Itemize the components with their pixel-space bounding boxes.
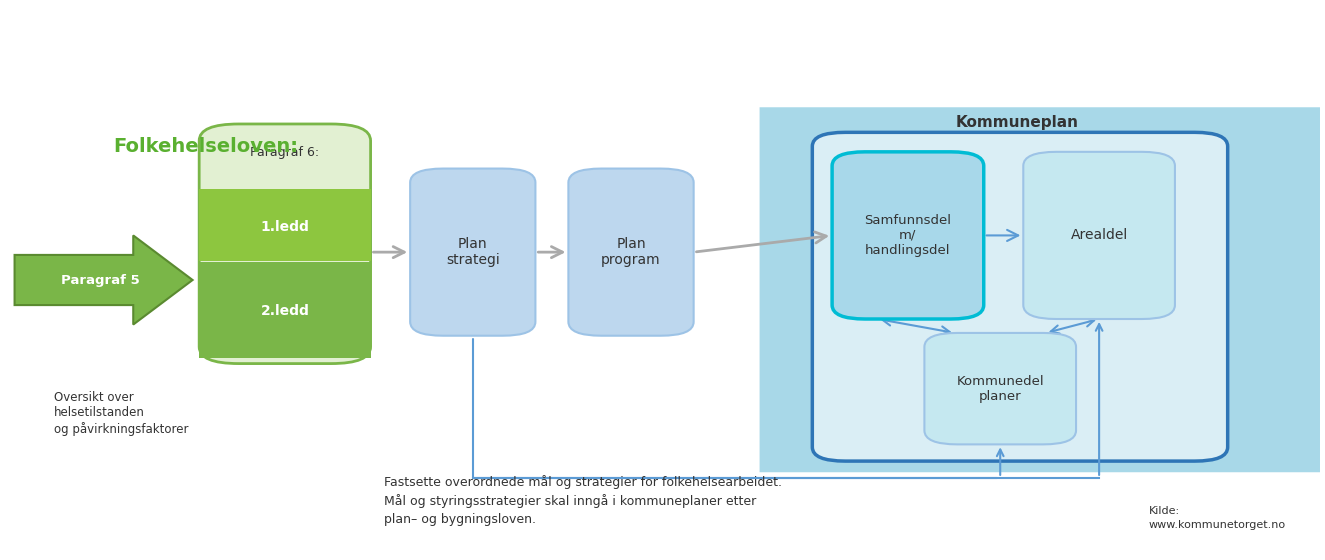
Text: 2.ledd: 2.ledd: [261, 304, 309, 318]
FancyBboxPatch shape: [411, 169, 535, 336]
Text: Kilde:
www.kommunetorget.no: Kilde: www.kommunetorget.no: [1149, 506, 1285, 530]
FancyBboxPatch shape: [199, 189, 371, 260]
Text: Kommuneplan: Kommuneplan: [955, 115, 1079, 129]
Text: Kommunedel
planer: Kommunedel planer: [957, 375, 1044, 403]
FancyBboxPatch shape: [812, 132, 1228, 461]
FancyBboxPatch shape: [832, 152, 983, 319]
Text: Plan
program: Plan program: [602, 237, 661, 267]
Polygon shape: [759, 108, 1325, 472]
FancyBboxPatch shape: [568, 169, 694, 336]
FancyBboxPatch shape: [199, 262, 371, 358]
Text: Arealdel: Arealdel: [1071, 228, 1128, 242]
Text: Fastsette overordnede mål og strategier for folkehelsearbeidet.
Mål og styringss: Fastsette overordnede mål og strategier …: [384, 475, 782, 526]
Text: Paragraf 6:: Paragraf 6:: [250, 146, 319, 159]
Text: Oversikt over
helsetilstanden
og påvirkningsfaktorer: Oversikt over helsetilstanden og påvirkn…: [54, 391, 188, 436]
FancyBboxPatch shape: [925, 333, 1076, 445]
Polygon shape: [15, 235, 192, 325]
FancyBboxPatch shape: [1023, 152, 1175, 319]
Text: 1.ledd: 1.ledd: [261, 220, 309, 234]
Text: Paragraf 5: Paragraf 5: [61, 273, 139, 287]
FancyBboxPatch shape: [199, 124, 371, 363]
Text: Samfunnsdel
m/
handlingsdel: Samfunnsdel m/ handlingsdel: [864, 214, 951, 257]
Text: Folkehelseloven:: Folkehelseloven:: [114, 137, 298, 156]
Text: Plan
strategi: Plan strategi: [447, 237, 500, 267]
